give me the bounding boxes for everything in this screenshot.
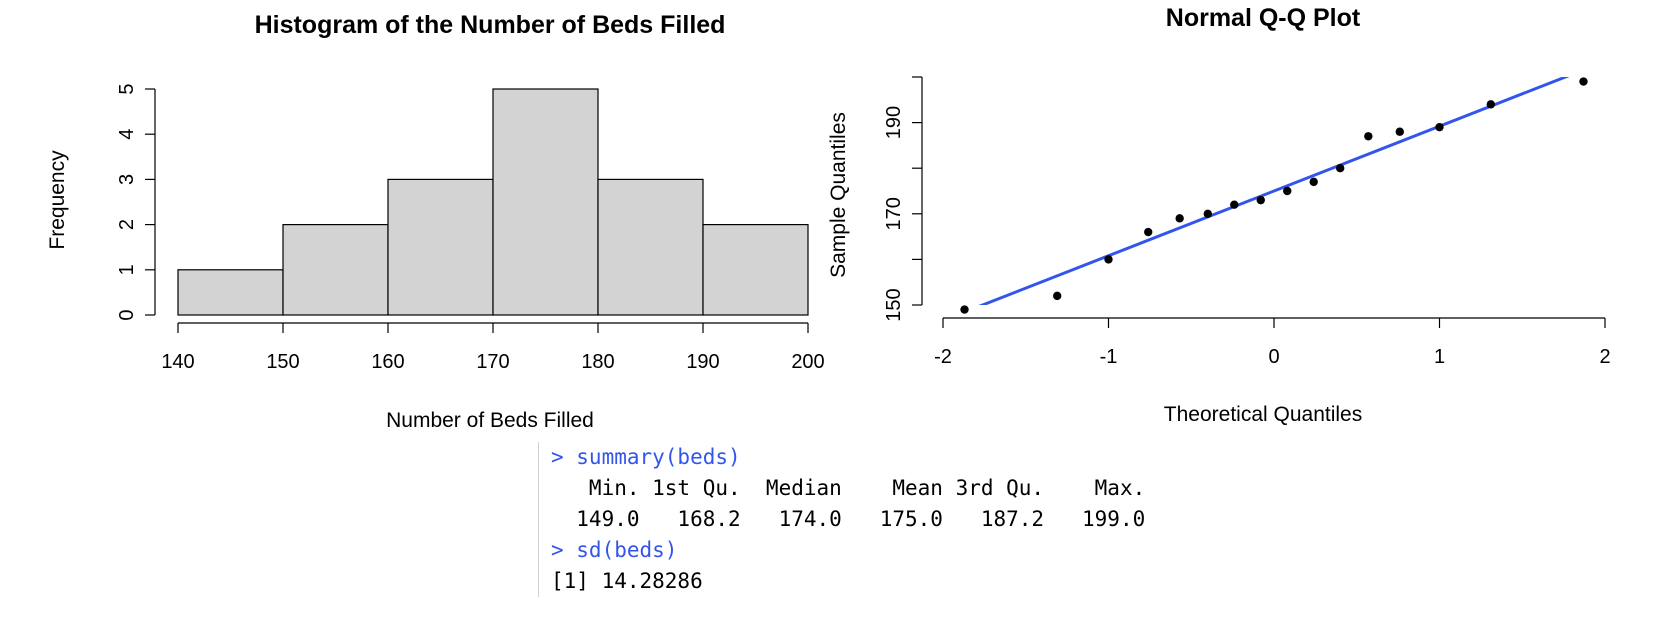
qq-point xyxy=(960,305,969,314)
qq-point xyxy=(1309,177,1318,187)
histogram-chart: Histogram of the Number of Beds Filled F… xyxy=(46,11,825,432)
histogram-bar xyxy=(387,178,494,316)
histogram-y-axis-label: Frequency xyxy=(46,150,69,250)
qq-point xyxy=(1052,291,1062,301)
console-summary-values: 149.0 168.2 174.0 175.0 187.2 199.0 xyxy=(551,507,1158,531)
qq-point xyxy=(1256,195,1265,205)
histogram-bar xyxy=(492,88,599,316)
qq-plot-points xyxy=(960,77,1588,314)
histogram-y-tick-label: 5 xyxy=(116,83,138,94)
qq-point xyxy=(1486,100,1496,109)
qq-y-tick-label: 190 xyxy=(883,106,905,139)
histogram-y-tick-label: 4 xyxy=(116,129,138,140)
qq-point xyxy=(1175,214,1184,223)
qq-point xyxy=(1336,164,1345,173)
qq-point xyxy=(1579,77,1588,86)
histogram-y-tick-label: 0 xyxy=(116,309,138,320)
qq-point xyxy=(1364,132,1373,141)
histogram-x-tick-label: 190 xyxy=(686,351,719,373)
histogram-x-tick-label: 150 xyxy=(266,351,299,373)
histogram-bars xyxy=(177,88,809,316)
histogram-bar xyxy=(702,224,809,316)
console-command-summary: > summary(beds) xyxy=(551,445,741,469)
qq-point xyxy=(1203,209,1213,218)
qq-plot-title: Normal Q-Q Plot xyxy=(1166,4,1361,32)
qq-point xyxy=(1283,186,1292,196)
histogram-y-tick-label: 1 xyxy=(116,264,138,275)
histogram-x-axis-label: Number of Beds Filled xyxy=(386,409,594,432)
histogram-x-tick-label: 200 xyxy=(791,351,824,373)
qq-plot-chart: Normal Q-Q Plot Sample Quantiles Theoret… xyxy=(827,4,1611,426)
histogram-y-tick-label: 2 xyxy=(116,219,138,230)
qq-reference-line xyxy=(978,77,1570,305)
qq-plot-y-axis-label: Sample Quantiles xyxy=(827,112,850,278)
histogram-x-tick-label: 180 xyxy=(581,351,614,373)
histogram-title: Histogram of the Number of Beds Filled xyxy=(255,11,726,39)
histogram-bar xyxy=(597,178,704,316)
histogram-x-tick-label: 160 xyxy=(371,351,404,373)
r-console-output: > summary(beds) Min. 1st Qu. Median Mean… xyxy=(538,442,1158,597)
qq-point xyxy=(1435,122,1444,132)
histogram-bar xyxy=(177,269,284,316)
histogram-x-tick-label: 140 xyxy=(161,351,194,373)
qq-y-tick-label: 170 xyxy=(883,197,905,230)
qq-point xyxy=(1144,227,1153,237)
qq-plot-x-axis-label: Theoretical Quantiles xyxy=(1164,403,1362,426)
qq-x-tick-label: -2 xyxy=(934,346,952,368)
qq-point xyxy=(1104,255,1113,264)
qq-point xyxy=(1230,200,1239,209)
qq-point xyxy=(1395,127,1404,136)
qq-plot-axes: 150 170 190 -2 -1 0 1 2 xyxy=(883,76,1611,368)
qq-x-tick-label: 1 xyxy=(1434,346,1445,368)
qq-x-tick-label: 0 xyxy=(1268,346,1279,368)
histogram-bar xyxy=(282,224,389,316)
histogram-y-tick-label: 3 xyxy=(116,174,138,185)
histogram-axes: 0 1 2 3 4 5 140 150 160 170 180 190 200 xyxy=(116,83,825,373)
console-command-sd: > sd(beds) xyxy=(551,538,678,562)
qq-x-tick-label: 2 xyxy=(1599,346,1610,368)
console-summary-header: Min. 1st Qu. Median Mean 3rd Qu. Max. xyxy=(551,476,1158,500)
console-sd-result: [1] 14.28286 xyxy=(551,569,703,593)
histogram-x-tick-label: 170 xyxy=(476,351,509,373)
qq-x-tick-label: -1 xyxy=(1100,346,1118,368)
qq-y-tick-label: 150 xyxy=(883,288,905,321)
